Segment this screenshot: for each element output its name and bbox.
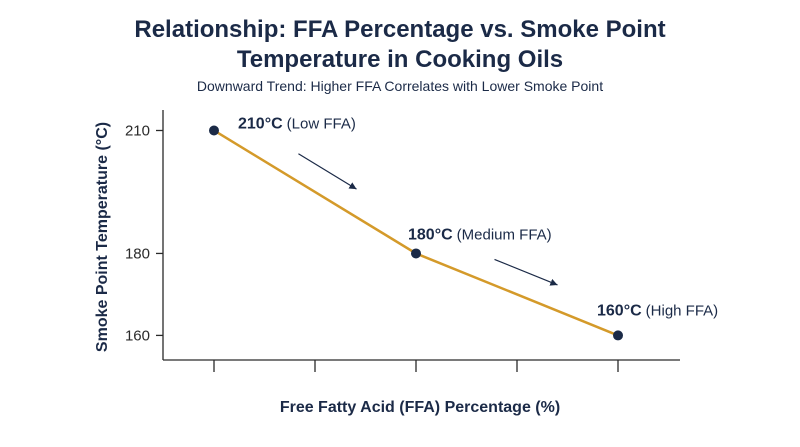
chart-series	[209, 125, 623, 341]
data-label-text: (High FFA)	[646, 302, 719, 319]
y-tick-label: 210	[125, 122, 150, 139]
data-label-text: (Medium FFA)	[457, 226, 552, 243]
x-axis-title: Free Fatty Acid (FFA) Percentage (%)	[280, 399, 560, 416]
data-label: 160°C (High FFA)	[597, 302, 718, 319]
y-tick-label: 180	[125, 245, 150, 262]
chart-title-line-2: Temperature in Cooking Oils	[236, 46, 564, 73]
data-point	[613, 330, 623, 341]
data-label-value: 160°C	[597, 302, 642, 319]
chart-axes	[162, 110, 680, 361]
data-label: 210°C (Low FFA)	[238, 115, 356, 132]
y-tick-label: 160	[125, 327, 150, 344]
data-label: 180°C (Medium FFA)	[408, 226, 552, 243]
data-label-text: (Low FFA)	[287, 115, 356, 132]
chart-ticks: 160 180 210	[125, 122, 619, 372]
y-axis-title: Smoke Point Temperature (°C)	[94, 122, 111, 352]
data-label-value: 180°C	[408, 226, 453, 243]
data-point	[209, 125, 219, 136]
data-point	[411, 248, 421, 259]
chart-title-line-1: Relationship: FFA Percentage vs. Smoke P…	[134, 16, 666, 43]
chart-annotations: 210°C (Low FFA) 180°C (Medium FFA) 160°C (Hig…	[238, 115, 718, 319]
chart-subtitle: Downward Trend: Higher FFA Correlates wi…	[196, 78, 604, 94]
trend-arrow-icon	[494, 258, 558, 286]
trend-arrow-icon	[298, 153, 357, 190]
data-label-value: 210°C	[238, 115, 283, 132]
